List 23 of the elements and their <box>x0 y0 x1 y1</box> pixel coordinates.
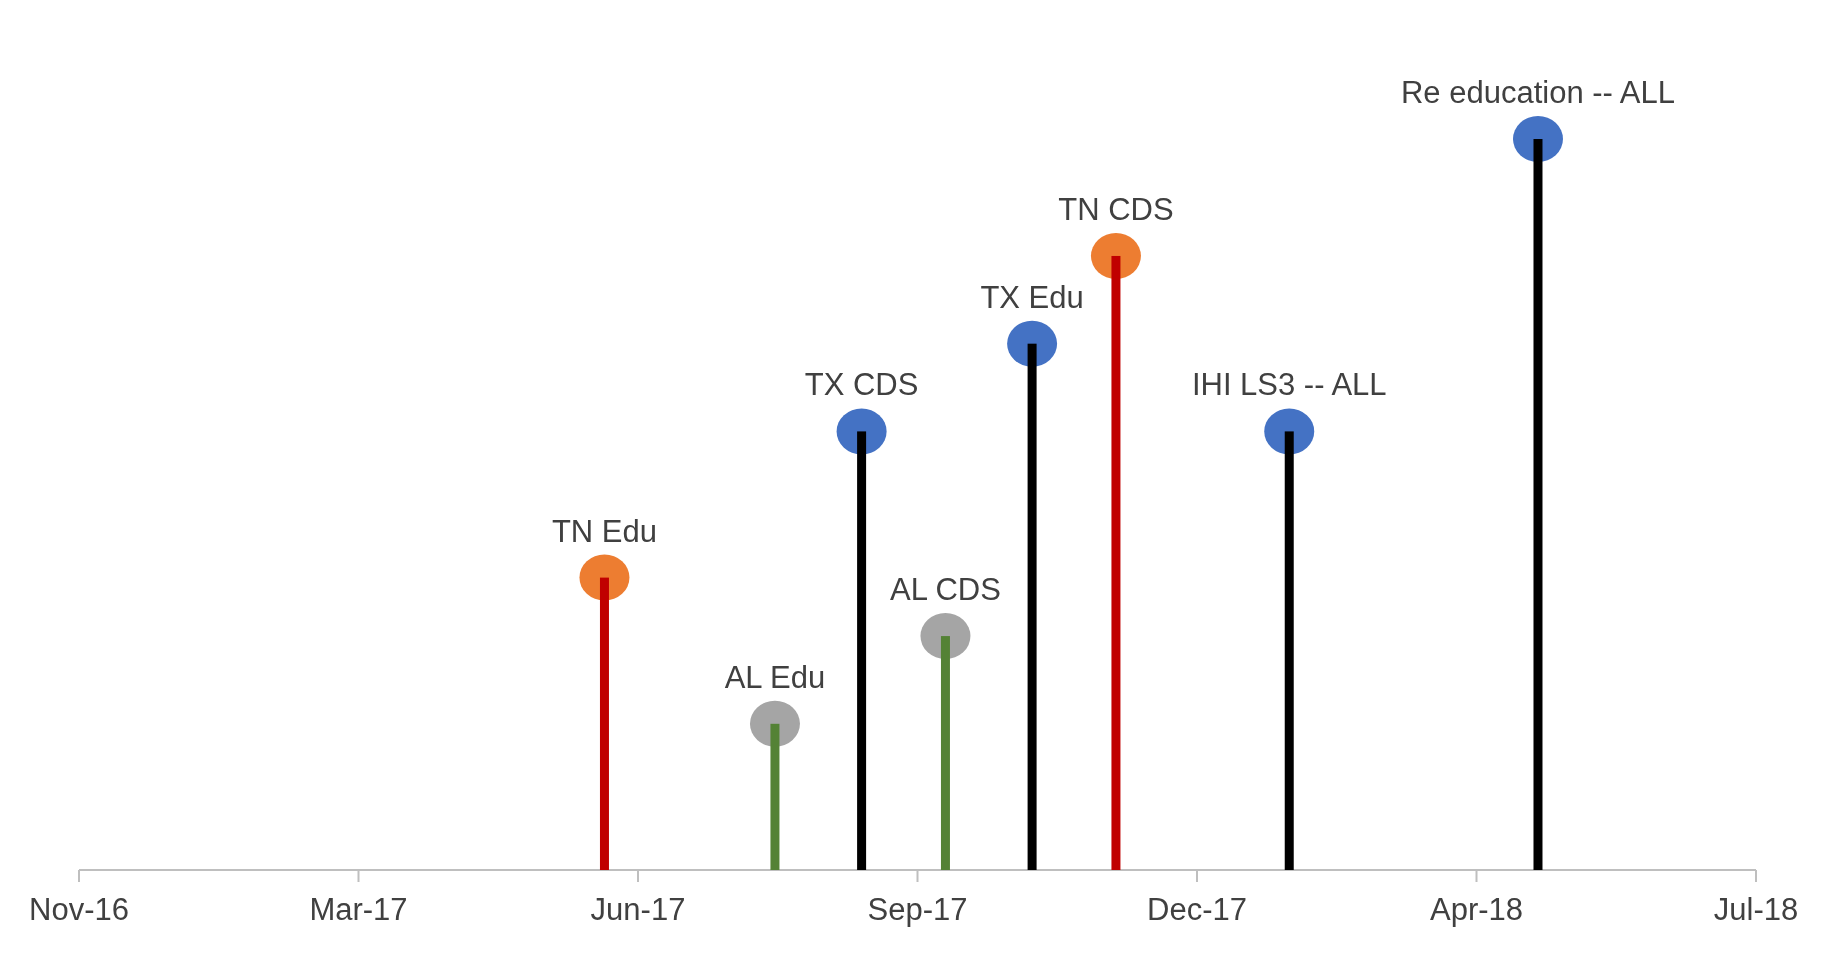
annotation: TX CDS <box>804 367 919 403</box>
x-tick-label: Jul-18 <box>1713 892 1799 928</box>
bar <box>1027 343 1037 870</box>
x-tick-label: Jun-17 <box>590 892 686 928</box>
x-tick-label: Mar-17 <box>309 892 408 928</box>
bar <box>1284 431 1294 870</box>
annotation: TN Edu <box>551 513 658 549</box>
bar <box>770 723 780 870</box>
x-tick-label: Nov-16 <box>29 892 129 928</box>
x-tick-label: Dec-17 <box>1147 892 1247 928</box>
annotation: AL Edu <box>724 659 826 695</box>
annotation: TX Edu <box>980 279 1084 315</box>
annotation: IHI LS3 -- ALL <box>1191 367 1387 403</box>
bar <box>1111 255 1121 870</box>
x-tick-label: Sep-17 <box>867 892 968 928</box>
bar <box>1533 139 1543 870</box>
x-tick-label: Apr-18 <box>1429 892 1524 928</box>
bar <box>940 636 950 870</box>
annotation: AL CDS <box>890 572 1001 608</box>
bar <box>599 577 609 870</box>
annotation: TN CDS <box>1058 191 1174 227</box>
annotation: Re education -- ALL <box>1400 75 1675 110</box>
bar <box>857 431 867 870</box>
